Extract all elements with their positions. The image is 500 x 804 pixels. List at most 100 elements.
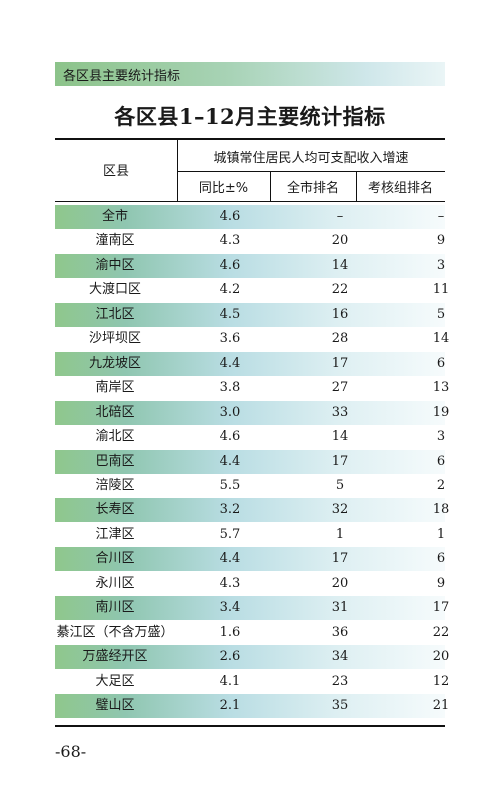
yoy-cell: 4.6 (219, 209, 241, 224)
column-header-city-rank: 全市排名 (286, 181, 339, 196)
group-rank-cell: 6 (436, 355, 446, 371)
yoy-cell: 4.5 (219, 306, 241, 322)
table-row: 潼南区 4.3 20 9 (55, 229, 445, 253)
yoy-cell: 2.1 (219, 698, 241, 713)
district-name-cell: 綦江区（不含万盛） (56, 624, 174, 640)
city-rank-cell: 1 (335, 526, 345, 542)
table-row: 北碚区 3.0 33 19 (55, 400, 449, 425)
group-rank-cell: 3 (436, 257, 446, 273)
city-rank-cell: 23 (331, 673, 349, 689)
district-name-cell: 巴南区 (95, 453, 135, 469)
header-bottom-rule (55, 201, 445, 202)
city-rank-cell: 5 (335, 477, 345, 493)
district-name-cell: 南岸区 (95, 380, 135, 396)
yoy-cell: 4.6 (219, 257, 241, 273)
group-rank-cell: 18 (432, 502, 450, 518)
group-rank-cell: 20 (432, 649, 450, 665)
city-rank-cell: 33 (331, 404, 349, 420)
district-name-cell: 璧山区 (95, 698, 135, 713)
city-rank-cell: 14 (331, 429, 349, 445)
table-row: 全市 4.6 – – (55, 205, 445, 229)
table-row: 大足区 4.1 23 12 (55, 670, 449, 694)
yoy-cell: 5.7 (219, 526, 241, 542)
city-rank-cell: 16 (331, 306, 349, 322)
yoy-cell: 3.6 (219, 331, 241, 347)
yoy-cell: 4.4 (219, 551, 241, 567)
table-row: 渝中区 4.6 14 3 (55, 253, 445, 278)
city-rank-cell: 28 (331, 331, 349, 347)
city-rank-cell: 32 (331, 502, 349, 518)
city-rank-cell: 36 (331, 624, 349, 640)
district-name-cell: 江津区 (95, 526, 135, 542)
group-header-rule (177, 171, 445, 172)
table-row: 南岸区 3.8 27 13 (55, 376, 449, 400)
table-row: 沙坪坝区 3.6 28 14 (55, 327, 449, 351)
header-divider-1 (177, 140, 178, 201)
yoy-cell: 3.8 (219, 380, 241, 396)
district-name-cell: 长寿区 (95, 502, 135, 518)
district-name-cell: 大足区 (95, 673, 135, 689)
table-row: 渝北区 4.6 14 3 (55, 425, 445, 449)
header-divider-3 (356, 172, 357, 201)
city-rank-cell: 20 (331, 233, 349, 249)
table-row: 万盛经开区 2.6 34 20 (55, 645, 449, 670)
district-name-cell: 大渡口区 (88, 282, 141, 298)
table-row: 涪陵区 5.5 5 2 (55, 474, 445, 498)
page-number: -68- (55, 742, 87, 761)
section-header-label: 各区县主要统计指标 (63, 69, 181, 84)
yoy-cell: 4.2 (219, 282, 241, 298)
group-rank-cell: 14 (432, 331, 450, 347)
district-name-cell: 涪陵区 (95, 477, 135, 493)
district-name-cell: 渝中区 (95, 257, 135, 273)
yoy-cell: 3.0 (219, 404, 241, 420)
city-rank-cell: 17 (331, 551, 349, 567)
yoy-cell: 4.3 (219, 233, 241, 249)
yoy-cell: 3.4 (219, 600, 241, 616)
column-group-header: 城镇常住居民人均可支配收入增速 (213, 151, 409, 166)
column-header-district: 区县 (102, 164, 129, 179)
table-row: 永川区 4.3 20 9 (55, 572, 445, 596)
district-name-cell: 潼南区 (95, 233, 135, 249)
district-name-cell: 北碚区 (95, 404, 135, 420)
page-title: 各区县1–12月主要统计指标 (114, 104, 386, 129)
city-rank-cell: 31 (331, 600, 349, 616)
district-name-cell: 万盛经开区 (82, 649, 148, 665)
district-name-cell: 合川区 (95, 551, 135, 567)
section-header-band: 各区县主要统计指标 (55, 62, 445, 86)
district-name-cell: 九龙坡区 (88, 355, 141, 371)
group-rank-cell: 1 (436, 526, 446, 542)
yoy-cell: 4.6 (219, 429, 241, 445)
table-row: 江北区 4.5 16 5 (55, 302, 445, 327)
group-rank-cell: 6 (436, 453, 446, 469)
table-row: 璧山区 2.1 35 21 (55, 694, 449, 718)
group-rank-cell: 5 (436, 306, 446, 322)
column-header-group-rank: 考核组排名 (367, 181, 433, 196)
district-name-cell: 南川区 (95, 600, 135, 616)
table-row: 大渡口区 4.2 22 11 (55, 278, 449, 302)
group-rank-cell: 13 (432, 380, 450, 396)
group-rank-cell: 2 (436, 477, 446, 493)
group-rank-cell: 9 (436, 233, 446, 249)
city-rank-cell: 17 (331, 355, 349, 371)
group-rank-cell: – (437, 209, 445, 224)
city-rank-cell: 34 (331, 649, 349, 665)
table-row: 江津区 5.7 1 1 (55, 523, 445, 547)
table-row: 巴南区 4.4 17 6 (55, 449, 445, 474)
column-header-yoy: 同比±% (198, 181, 249, 196)
city-rank-cell: 17 (331, 453, 349, 469)
group-rank-cell: 6 (436, 551, 446, 567)
group-rank-cell: 19 (432, 404, 450, 420)
district-name-cell: 永川区 (95, 575, 135, 591)
district-name-cell: 江北区 (95, 306, 135, 322)
table-bottom-rule (55, 725, 445, 727)
group-rank-cell: 9 (436, 575, 446, 591)
city-rank-cell: 20 (331, 575, 349, 591)
yoy-cell: 3.2 (219, 502, 241, 518)
group-rank-cell: 3 (436, 429, 446, 445)
yoy-cell: 4.4 (219, 453, 241, 469)
yoy-cell: 4.3 (219, 575, 241, 591)
district-name-cell: 全市 (101, 209, 128, 224)
city-rank-cell: 22 (331, 282, 349, 298)
group-rank-cell: 21 (432, 698, 450, 713)
city-rank-cell: 14 (331, 257, 349, 273)
